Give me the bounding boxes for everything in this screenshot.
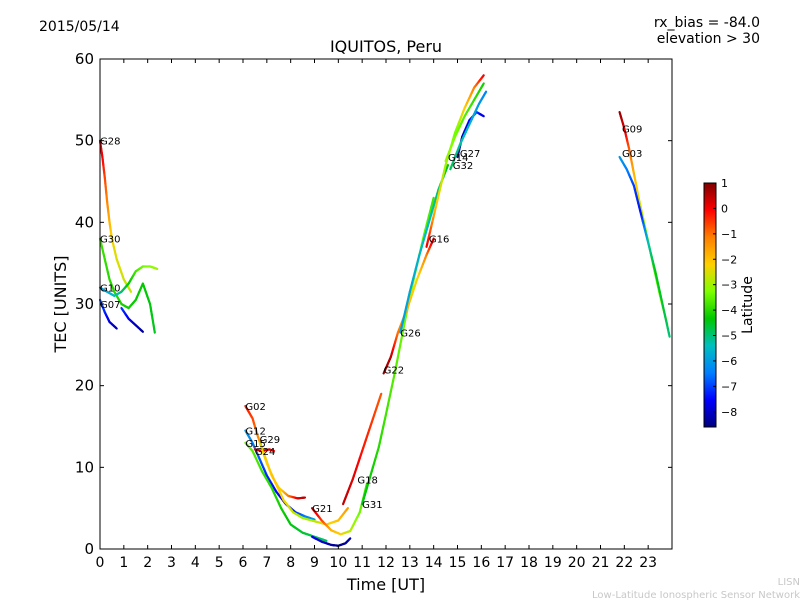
y-tick-label: 50	[75, 132, 94, 150]
x-tick-label: 13	[401, 555, 419, 571]
colorbar-tick-label: −6	[721, 355, 737, 368]
y-axis: 0 10 20 30 40 50 60	[75, 50, 672, 558]
colorbar-tick-label: −3	[721, 279, 737, 292]
y-tick-label: 40	[75, 213, 94, 231]
x-tick-label: 9	[310, 555, 319, 571]
colorbar-ticks: 1 0 −1 −2 −3 −4 −5 −6 −7 −8	[713, 177, 737, 419]
track-segment	[667, 331, 671, 338]
colorbar-tick-label: −5	[721, 330, 737, 343]
elevation-label: elevation > 30	[657, 31, 760, 47]
track-segment	[153, 327, 156, 334]
x-tick-label: 5	[215, 555, 224, 571]
x-tick-label: 6	[239, 555, 248, 571]
x-tick-label: 15	[449, 555, 467, 571]
colorbar-tick-label: −4	[721, 304, 737, 317]
plot-marks	[98, 74, 671, 547]
track-segment	[345, 507, 349, 511]
x-tick-label: 0	[96, 555, 105, 571]
x-tick-label: 16	[472, 555, 490, 571]
series-label-g18: G18	[357, 476, 377, 487]
x-tick-label: 20	[568, 555, 586, 571]
colorbar-tick-label: 1	[721, 177, 728, 190]
x-tick-label: 12	[377, 555, 395, 571]
series-label-g22: G22	[384, 365, 404, 376]
track-segment	[431, 196, 435, 204]
track-segment	[481, 114, 485, 118]
series-label-g10: G10	[100, 284, 120, 295]
colorbar-tick-label: −2	[721, 253, 737, 266]
x-tick-label: 1	[119, 555, 128, 571]
y-tick-label: 30	[75, 295, 94, 313]
colorbar-tick-label: 0	[721, 202, 728, 215]
series-label-g02: G02	[245, 402, 265, 413]
series-label-g07: G07	[100, 300, 120, 311]
series-label-g03: G03	[622, 149, 642, 160]
series-label-g21: G21	[312, 504, 332, 515]
track-segment	[114, 326, 118, 330]
x-tick-label: 8	[286, 555, 295, 571]
colorbar-tick-label: −1	[721, 228, 737, 241]
series-label-g29: G29	[260, 435, 280, 446]
series-label-g26: G26	[400, 329, 420, 340]
x-tick-label: 10	[329, 555, 347, 571]
x-tick-label: 3	[167, 555, 176, 571]
x-tick-label: 18	[520, 555, 538, 571]
series-label-g15: G15	[245, 439, 265, 450]
x-tick-label: 19	[544, 555, 562, 571]
series-label-g09: G09	[622, 124, 642, 135]
track-segment	[484, 90, 488, 95]
x-tick-label: 22	[615, 555, 633, 571]
series-label-g30: G30	[100, 235, 120, 246]
track-segment	[128, 289, 133, 293]
x-tick-label: 7	[262, 555, 271, 571]
track-segment	[481, 74, 485, 78]
date-label: 2015/05/14	[39, 19, 120, 35]
y-tick-label: 60	[75, 50, 94, 68]
series-label-g16: G16	[429, 235, 449, 246]
series-label-g14: G14	[448, 153, 468, 164]
x-tick-label: 11	[353, 555, 371, 571]
series-label-g31: G31	[362, 500, 382, 511]
x-tick-label: 4	[191, 555, 200, 571]
series-label-g24: G24	[255, 447, 275, 458]
track-segment	[481, 82, 485, 87]
colorbar-tick-label: −8	[721, 406, 737, 419]
colorbar-label: Latitude	[740, 276, 756, 334]
track-segment	[431, 237, 435, 242]
series-label-g28: G28	[100, 137, 120, 148]
series-label-g12: G12	[245, 427, 265, 438]
x-tick-label: 23	[639, 555, 657, 571]
y-axis-label: TEC [UNITS]	[51, 256, 70, 354]
y-tick-label: 0	[84, 540, 94, 558]
colorbar-tick-label: −7	[721, 380, 737, 393]
bias-label: rx_bias = -84.0	[654, 15, 760, 31]
x-axis: 0 1 2 3 4 5 6 7 8 9 10 11 12 13 14 15 16 17 18 19 20 21 22 23	[96, 59, 657, 571]
track-segment	[445, 164, 450, 170]
y-tick-label: 10	[75, 458, 94, 476]
chart-title: IQUITOS, Peru	[330, 37, 442, 56]
y-tick-label: 20	[75, 377, 94, 395]
series-label-g27: G27	[460, 149, 480, 160]
x-tick-label: 17	[496, 555, 514, 571]
track-segment	[323, 539, 328, 542]
series-label-g32: G32	[453, 161, 473, 172]
track-segment	[140, 329, 144, 333]
x-axis-label: Time [UT]	[346, 575, 425, 594]
track-segment	[378, 392, 383, 399]
footer-lisn: LISN	[778, 577, 800, 588]
x-tick-label: 21	[592, 555, 610, 571]
footer-network: Low-Latitude Ionospheric Sensor Network	[592, 590, 800, 600]
x-tick-label: 2	[143, 555, 152, 571]
colorbar	[703, 182, 717, 428]
track-segment	[348, 537, 352, 541]
x-tick-label: 14	[425, 555, 443, 571]
